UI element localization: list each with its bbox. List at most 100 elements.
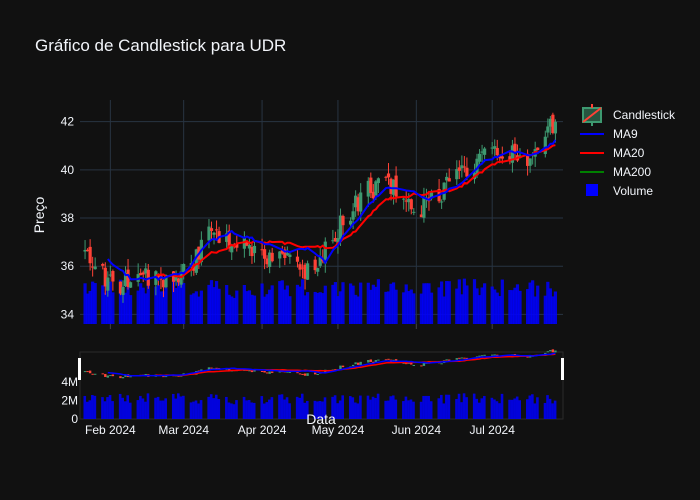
volume-bar	[171, 393, 175, 419]
legend-item-volume[interactable]: Volume	[586, 184, 653, 198]
candle-body-mini	[268, 371, 271, 374]
candle-body	[348, 220, 353, 225]
legend-item-ma9[interactable]: MA9	[580, 127, 638, 141]
candle-body	[536, 147, 540, 151]
range-slider-right-handle[interactable]	[561, 358, 564, 380]
candles-main	[83, 112, 558, 303]
volume-bar	[323, 285, 327, 324]
volume-bar	[179, 396, 183, 419]
candle-body	[313, 259, 317, 271]
volume-bar	[498, 403, 501, 419]
volume-bar	[199, 290, 203, 324]
legend-item-ma200[interactable]: MA200	[580, 165, 651, 179]
volume-bar	[457, 393, 461, 419]
volume-bar	[447, 281, 451, 324]
volume-bar	[212, 398, 216, 419]
volume-bar	[268, 399, 271, 419]
volume-bar	[230, 296, 234, 324]
volume-bar	[472, 393, 476, 419]
candle-body	[500, 156, 504, 159]
volume-bar	[376, 393, 380, 419]
candle-body	[498, 155, 502, 159]
volume-bar	[316, 401, 319, 419]
volume-bar	[518, 400, 522, 419]
volume-bar	[366, 282, 370, 324]
candle-body	[247, 245, 252, 249]
x-tick-label: Feb 2024	[85, 423, 136, 437]
legend-label: MA20	[613, 146, 645, 160]
volume-bar	[354, 402, 357, 419]
volume-bar	[412, 293, 416, 324]
candle-body	[369, 177, 373, 194]
volume-bar	[101, 397, 104, 419]
ma20-line	[155, 144, 556, 279]
volume-bar	[394, 289, 398, 324]
candle-body-mini	[407, 362, 410, 364]
candle-body-mini	[496, 354, 499, 356]
y-tick-label: 36	[61, 259, 75, 273]
candle-body-mini	[248, 370, 251, 372]
candle-body	[161, 280, 166, 288]
volume-bar	[427, 283, 431, 324]
volume-bar	[265, 402, 269, 419]
candle-body-mini	[162, 375, 165, 378]
candle-body	[126, 269, 130, 288]
candle-body	[493, 146, 497, 149]
chart-title: Gráfico de Candlestick para UDR	[35, 36, 286, 55]
volume-bar	[192, 401, 195, 419]
candle-body-mini	[129, 376, 132, 378]
legend-label: Volume	[613, 184, 653, 198]
candle-body	[543, 136, 547, 155]
candle-body	[278, 251, 282, 259]
volume-axis-ticks: 0 2M 4M	[61, 375, 78, 426]
range-slider[interactable]: 0 2M 4M	[61, 349, 564, 426]
volume-bar	[103, 401, 107, 419]
candle-body	[336, 238, 340, 245]
volume-bars-slider	[83, 393, 557, 419]
candle-body	[88, 246, 92, 264]
volume-bar	[533, 403, 537, 419]
volume-bar	[242, 396, 246, 419]
volume-bar	[384, 400, 387, 419]
candle-body	[252, 245, 257, 254]
candle-body-mini	[356, 362, 360, 365]
candle-body	[389, 178, 393, 194]
range-slider-left-handle[interactable]	[78, 358, 81, 380]
candle-body	[245, 242, 249, 246]
volume-bar	[391, 282, 396, 324]
candle-body	[209, 228, 214, 231]
legend-item-ma20[interactable]: MA20	[580, 146, 645, 160]
volume-bar	[283, 289, 287, 324]
volume-bar	[551, 403, 554, 419]
legend-item-candlestick[interactable]: Candlestick	[582, 104, 676, 126]
volume-bar	[144, 401, 147, 419]
volume-bar	[174, 287, 178, 324]
volume-bar	[159, 400, 162, 419]
candle-body-mini	[250, 370, 254, 373]
y-axis-ticks: 34 36 38 40 42	[61, 115, 75, 322]
candle-body	[462, 166, 466, 168]
candle-body-mini	[109, 375, 112, 377]
volume-bar	[518, 290, 522, 324]
volume-bar	[207, 396, 210, 419]
candle-body-mini	[303, 373, 307, 376]
volume-bar	[93, 395, 97, 419]
volume-bar	[495, 292, 499, 324]
volume-bar	[553, 291, 558, 324]
volume-bar	[250, 294, 254, 324]
volume-bar	[455, 398, 458, 419]
volume-bar	[407, 400, 410, 419]
volume-tick-label: 4M	[61, 375, 78, 389]
volume-bar	[424, 283, 429, 324]
legend[interactable]: Candlestick MA9 MA20 MA200 Volume	[580, 104, 676, 198]
volume-bar	[543, 295, 547, 324]
volume-bars-main	[83, 278, 558, 324]
volume-bar	[174, 398, 178, 419]
volume-bar	[543, 402, 547, 419]
candle-body-mini	[144, 374, 147, 376]
volume-bar	[146, 393, 150, 419]
candle-body	[288, 254, 292, 257]
candle-body-mini	[551, 349, 555, 353]
candle-body-mini	[440, 363, 443, 365]
volume-tick-label: 2M	[61, 394, 78, 408]
